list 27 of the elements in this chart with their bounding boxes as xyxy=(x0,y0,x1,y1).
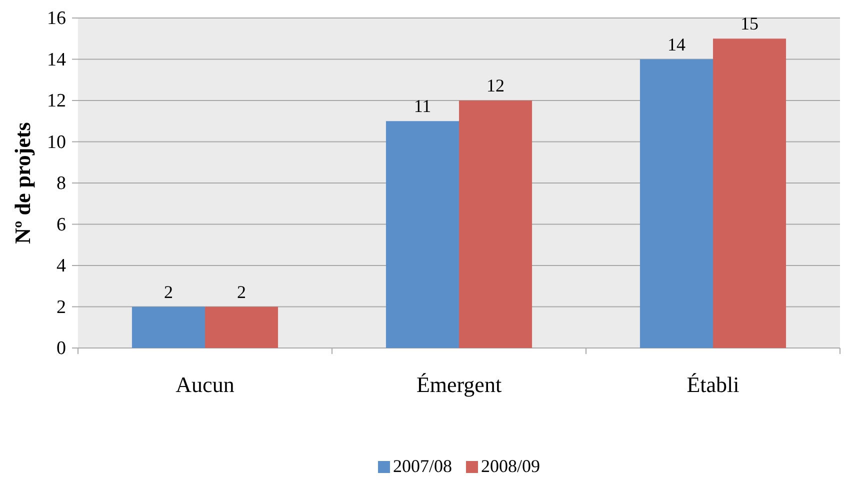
bar xyxy=(132,306,205,348)
y-axis-title: Nº de projets xyxy=(10,122,35,244)
data-label: 11 xyxy=(414,96,432,116)
y-tick-label: 12 xyxy=(47,90,66,112)
y-tick-label: 8 xyxy=(56,173,66,194)
bar xyxy=(713,38,786,348)
bar xyxy=(459,100,532,348)
bar xyxy=(386,121,459,348)
x-tick-label: Établi xyxy=(686,372,740,397)
y-tick-label: 16 xyxy=(47,8,66,30)
data-label: 14 xyxy=(667,34,686,54)
data-label: 2 xyxy=(164,282,173,302)
y-tick-label: 2 xyxy=(56,296,66,318)
x-tick-label: Aucun xyxy=(176,372,234,397)
legend-label: 2007/08 xyxy=(392,456,452,476)
legend-label: 2008/09 xyxy=(481,456,540,476)
y-tick-label: 6 xyxy=(56,214,66,236)
y-tick-label: 14 xyxy=(47,49,66,70)
bar xyxy=(205,306,278,348)
data-label: 12 xyxy=(486,76,505,96)
x-tick-label: Émergent xyxy=(416,372,502,397)
data-label: 2 xyxy=(237,282,246,302)
y-tick-label: 4 xyxy=(56,256,66,277)
y-tick-label: 0 xyxy=(56,338,66,360)
y-tick-label: 10 xyxy=(47,132,66,153)
bar xyxy=(640,59,713,348)
data-label: 15 xyxy=(740,14,759,34)
